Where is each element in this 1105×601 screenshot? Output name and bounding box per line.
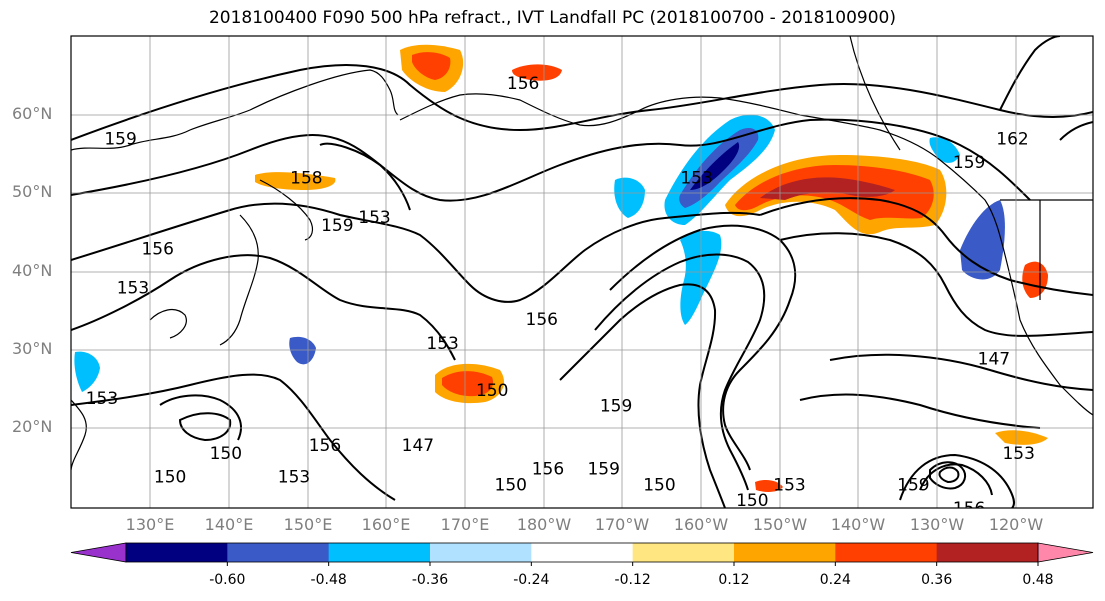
- contour-label: 156: [526, 310, 558, 330]
- contour-label: 147: [402, 436, 434, 456]
- cold-anomaly-peak: [690, 142, 740, 190]
- colorbar-tick-label: -0.48: [310, 572, 347, 588]
- lat-label-20n: 20°N: [12, 417, 53, 436]
- lon-label-150w: 150°W: [752, 515, 808, 534]
- contour-label: 156: [309, 436, 341, 456]
- contour-label: 159: [600, 397, 632, 417]
- lon-label-160w: 160°W: [673, 515, 729, 534]
- colorbar-segment: [835, 543, 938, 562]
- colorbar-segment: [430, 543, 532, 562]
- colorbar-extend-low: [70, 542, 127, 563]
- colorbar-outline: [125, 542, 1039, 563]
- contour-label: 150: [210, 444, 242, 464]
- cold-blob: [74, 351, 100, 392]
- contour-label: 153: [773, 475, 805, 495]
- lon-label-130e: 130°E: [125, 515, 175, 534]
- warm-blob: [255, 172, 336, 190]
- contour-label: 159: [953, 153, 985, 173]
- lon-label-120w: 120°W: [988, 515, 1044, 534]
- contour-label: 153: [358, 208, 390, 228]
- colorbar: [70, 542, 1094, 566]
- warm-blob: [755, 479, 783, 492]
- warm-blob: [995, 430, 1048, 445]
- lat-label-40n: 40°N: [12, 261, 53, 280]
- contour-label: 150: [643, 475, 675, 495]
- contour-label: 150: [495, 475, 527, 495]
- contour-label: 153: [680, 169, 712, 189]
- contour-label: 153: [1002, 444, 1034, 464]
- contour-label: 159: [587, 460, 619, 480]
- lon-label-170w: 170°W: [594, 515, 650, 534]
- lat-label-30n: 30°N: [12, 339, 53, 358]
- contour-label: 156: [507, 74, 539, 94]
- lon-label-150e: 150°E: [283, 515, 333, 534]
- colorbar-segment: [936, 543, 1039, 562]
- lon-label-170e: 170°E: [440, 515, 490, 534]
- lon-label-180w: 180°W: [516, 515, 572, 534]
- colorbar-tick-label: 0.12: [718, 572, 750, 588]
- lon-label-140w: 140°W: [830, 515, 886, 534]
- lat-label-60n: 60°N: [12, 104, 53, 123]
- contour-label: 159: [104, 129, 136, 149]
- contour-label: 147: [978, 350, 1010, 370]
- contour-label: 153: [278, 468, 310, 488]
- colorbar-segment: [126, 543, 228, 562]
- warm-anomaly-peak: [760, 177, 895, 200]
- contour-label: 156: [141, 239, 173, 259]
- contour-label: 158: [290, 169, 322, 189]
- contour-label: 159: [897, 475, 929, 495]
- contour-lines: [71, 36, 1093, 508]
- colorbar-segment: [531, 543, 634, 562]
- map-title: 2018100400 F090 500 hPa refract., IVT La…: [208, 8, 896, 28]
- colorbar-tick-label: -0.24: [513, 572, 550, 588]
- colorbar-tick-label: 0.36: [921, 572, 953, 588]
- coastlines: [71, 36, 1093, 471]
- contour-label: 153: [117, 279, 149, 299]
- contour-label: 162: [996, 129, 1028, 149]
- lat-label-50n: 50°N: [12, 182, 53, 201]
- warm-blob: [512, 64, 562, 81]
- colorbar-tick-label: -0.60: [209, 572, 246, 588]
- colorbar-segment: [632, 543, 735, 562]
- warm-north-core: [412, 52, 451, 80]
- warm-coast-region: [1022, 261, 1048, 298]
- lon-label-140e: 140°E: [204, 515, 254, 534]
- colorbar-segment: [328, 543, 431, 562]
- contour-label: 159: [321, 216, 353, 236]
- cold-blob: [289, 336, 316, 365]
- contour-label: 153: [86, 389, 118, 409]
- colorbar-tick-label: 0.48: [1022, 572, 1054, 588]
- colorbar-tick-label: 0.24: [819, 572, 851, 588]
- colorbar-segment: [734, 543, 836, 562]
- contour-label: 150: [736, 491, 768, 511]
- colorbar-tick-label: -0.36: [411, 572, 449, 588]
- contour-label: 150: [476, 381, 508, 401]
- lon-label-130w: 130°W: [909, 515, 965, 534]
- contour-label: 156: [532, 460, 564, 480]
- contour-label: 156: [953, 499, 985, 519]
- contour-label: 150: [154, 468, 186, 488]
- graticule: [71, 36, 1093, 508]
- contour-label: 153: [426, 334, 458, 354]
- plot-frame: [70, 35, 1094, 509]
- colorbar-tick-label: -0.12: [614, 572, 651, 588]
- colorbar-extend-high: [1037, 542, 1094, 563]
- colorbar-segment: [227, 543, 330, 562]
- warm-subtropical-core: [442, 371, 494, 397]
- lon-label-160e: 160°E: [361, 515, 411, 534]
